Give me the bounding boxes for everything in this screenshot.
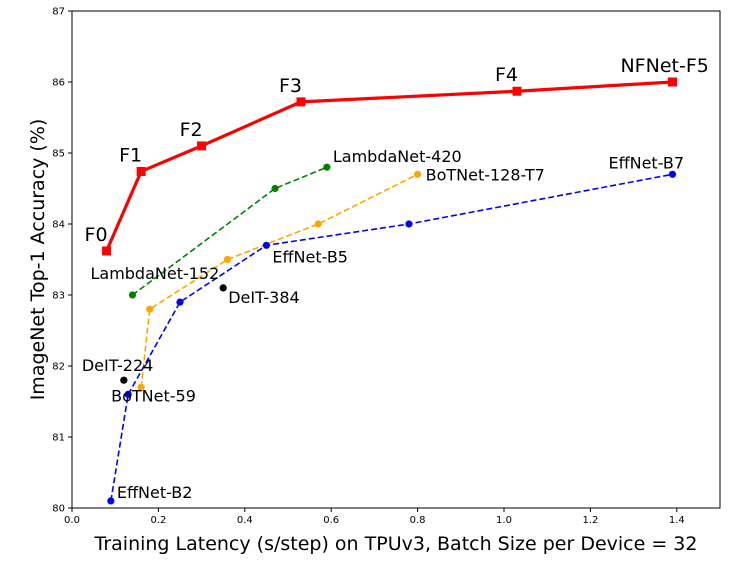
nfnet-point-label: F3: [279, 75, 302, 97]
effnet-point: [176, 298, 184, 306]
botnet-point-label: BoTNet-128-T7: [426, 165, 545, 184]
botnet-point: [137, 383, 145, 391]
y-tick-label: 86: [52, 78, 65, 89]
effnet-point: [107, 497, 115, 505]
nfnet-series-line: [105, 80, 673, 252]
x-tick-label: 0.2: [150, 515, 166, 526]
nfnet-point: [136, 166, 146, 176]
x-tick-label: 1.4: [669, 515, 685, 526]
lambdanet-series-line: [132, 166, 328, 296]
effnet-point: [124, 390, 132, 398]
x-tick-label: 0.0: [64, 515, 80, 526]
deit-point-label: DeIT-224: [82, 356, 154, 375]
y-tick-label: 84: [52, 220, 65, 231]
effnet-point: [668, 170, 677, 178]
axes-frame: [71, 10, 721, 509]
lambdanet-point: [271, 184, 279, 193]
deit-point-label: DeIT-384: [228, 288, 300, 307]
x-tick-label: 1.0: [496, 515, 512, 526]
botnet-point: [146, 305, 154, 313]
y-axis: 80 81 82 83 84 85 86 87: [52, 7, 72, 515]
effnet-point: [405, 220, 413, 228]
x-axis: 0.0 0.2 0.4 0.6 0.8 1.0 1.2 1.4: [64, 508, 685, 526]
effnet-point: [262, 241, 270, 249]
effnet-point-label: EffNet-B2: [117, 483, 193, 502]
lambdanet-point: [323, 163, 331, 171]
y-tick-label: 85: [52, 149, 65, 160]
effnet-point-label: EffNet-B5: [272, 247, 348, 266]
lambdanet-point: [128, 291, 137, 299]
y-axis-label: ImageNet Top-1 Accuracy (%): [27, 119, 49, 401]
nfnet-point: [197, 141, 207, 151]
nfnet-point-label: NFNet-F5: [620, 55, 708, 77]
y-tick-label: 80: [52, 504, 65, 515]
nfnet-point: [296, 97, 306, 107]
deit-point: [219, 284, 227, 292]
y-tick-label: 81: [52, 433, 65, 444]
nfnet-point-label: F0: [85, 224, 108, 246]
x-tick-label: 0.4: [237, 515, 253, 526]
botnet-point-label: BoTNet-59: [111, 386, 196, 405]
nfnet-point: [512, 86, 522, 96]
nfnet-point-label: F1: [119, 144, 142, 166]
deit-point: [120, 376, 128, 384]
effnet-series-line: [110, 173, 673, 502]
point-labels: F0 F1 F2 F3 F4 NFNet-F5 LambdaNet-152 LambdaNet…: [82, 55, 709, 502]
y-tick-label: 87: [52, 7, 65, 18]
botnet-point: [414, 170, 422, 178]
y-tick-label: 83: [52, 291, 65, 302]
nfnet-point-label: F4: [495, 64, 518, 86]
nfnet-point: [102, 246, 112, 256]
plot-area: [102, 77, 677, 505]
lambdanet-point-label: LambdaNet-152: [90, 264, 219, 283]
y-tick-label: 82: [52, 362, 65, 373]
x-tick-label: 1.2: [582, 515, 598, 526]
lambdanet-point-label: LambdaNet-420: [333, 147, 462, 166]
nfnet-point: [667, 77, 677, 87]
x-axis-label: Training Latency (s/step) on TPUv3, Batc…: [94, 533, 698, 555]
botnet-point: [223, 255, 232, 264]
x-tick-label: 0.6: [323, 515, 339, 526]
effnet-point-label: EffNet-B7: [608, 153, 684, 172]
nfnet-point-label: F2: [180, 119, 203, 141]
x-tick-label: 0.8: [410, 515, 426, 526]
botnet-point: [314, 220, 322, 228]
